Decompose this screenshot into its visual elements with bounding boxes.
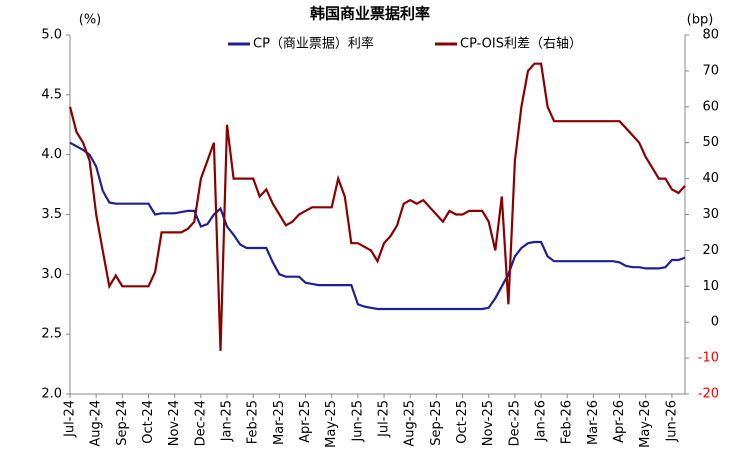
x-tick-label: Jul-24: [63, 400, 78, 438]
y-tick-label: 2.0: [41, 387, 62, 402]
x-tick-label: Jun-25: [350, 400, 365, 443]
x-tick-label: Jun-26: [664, 400, 679, 443]
y-tick-label: 3.5: [41, 207, 62, 222]
y2-tick-label: 0: [711, 315, 719, 330]
y-tick-label: 3.0: [41, 267, 62, 282]
y-tick-label: 4.5: [41, 87, 62, 102]
x-tick-label: Jan-26: [534, 400, 549, 442]
x-tick-label: Oct-25: [455, 400, 470, 444]
x-tick-label: Nov-25: [481, 400, 496, 446]
y2-tick-label: 30: [702, 207, 719, 222]
x-tick-label: Dec-24: [193, 400, 208, 446]
series-line: [68, 62, 686, 351]
y-unit: (%): [79, 13, 102, 28]
x-tick-label: Jan-25: [220, 400, 235, 442]
x-tick-label: Sep-25: [429, 400, 444, 446]
series-line: [69, 141, 686, 311]
x-tick-label: Sep-24: [115, 400, 130, 446]
y2-tick-label: 70: [702, 63, 719, 78]
y-tick-label: 4.0: [41, 147, 62, 162]
y-tick-label: 2.5: [41, 327, 62, 342]
x-tick-label: Mar-26: [586, 400, 601, 445]
x-tick-label: Feb-26: [560, 400, 575, 444]
x-tick-label: Nov-24: [167, 400, 182, 446]
x-tick-label: May-25: [324, 400, 339, 448]
x-tick-label: Aug-24: [89, 400, 104, 447]
y2-tick-label: 50: [702, 135, 719, 150]
chart-title: 韩国商业票据利率: [310, 5, 430, 23]
y2-tick-label: 40: [702, 171, 719, 186]
legend-label: CP（商业票据）利率: [253, 36, 374, 52]
x-tick-label: Dec-25: [507, 400, 522, 446]
x-tick-label: Apr-25: [298, 400, 313, 443]
x-tick-label: Mar-25: [272, 400, 287, 445]
x-tick-label: Aug-25: [403, 400, 418, 447]
x-tick-label: Oct-24: [141, 400, 156, 444]
y-tick-label: 5.0: [41, 28, 62, 43]
y2-tick-label: 10: [702, 279, 719, 294]
y2-tick-label: -20: [698, 387, 719, 402]
y2-tick-label: -10: [698, 351, 719, 366]
x-tick-label: Jul-25: [377, 400, 392, 438]
y2-tick-label: 20: [702, 243, 719, 258]
x-tick-label: Feb-25: [246, 400, 261, 444]
y2-tick-label: 80: [702, 28, 719, 43]
x-tick-label: Apr-26: [612, 400, 627, 443]
y2-unit: (bp): [687, 13, 714, 28]
legend-label: CP-OIS利差（右轴）: [460, 37, 582, 52]
x-tick-label: May-26: [638, 400, 653, 448]
y2-tick-label: 60: [702, 99, 719, 114]
